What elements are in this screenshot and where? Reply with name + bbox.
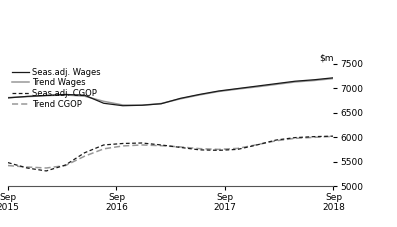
Seas.adj. CGOP [312,135,317,138]
Seas.adj. CGOP [197,148,202,151]
Trend CGOP [63,164,68,167]
Seas.adj. CGOP [235,148,240,151]
Trend CGOP [293,137,298,140]
Seas.adj. Wages [6,96,10,99]
Line: Trend Wages: Trend Wages [8,79,333,105]
Trend CGOP [178,146,183,148]
Seas.adj. Wages [63,93,68,96]
Trend CGOP [216,148,221,151]
Trend Wages [6,96,10,99]
Seas.adj. CGOP [331,135,336,138]
Text: $m: $m [319,53,333,62]
Line: Trend CGOP: Trend CGOP [8,136,333,168]
Seas.adj. CGOP [293,136,298,139]
Seas.adj. Wages [82,94,87,96]
Seas.adj. CGOP [82,151,87,154]
Seas.adj. CGOP [25,167,29,169]
Trend Wages [331,77,336,80]
Trend CGOP [6,164,10,167]
Seas.adj. Wages [44,94,48,97]
Trend Wages [254,86,259,88]
Line: Seas.adj. Wages: Seas.adj. Wages [8,78,333,106]
Trend CGOP [235,147,240,150]
Trend Wages [216,90,221,93]
Trend Wages [293,81,298,83]
Trend Wages [25,95,29,98]
Trend Wages [312,79,317,82]
Seas.adj. Wages [101,102,106,105]
Seas.adj. Wages [159,102,164,105]
Trend CGOP [331,135,336,138]
Seas.adj. CGOP [63,164,68,166]
Seas.adj. Wages [254,85,259,87]
Seas.adj. Wages [331,76,336,79]
Trend Wages [274,83,278,86]
Trend Wages [101,100,106,103]
Seas.adj. Wages [140,104,145,107]
Trend CGOP [197,147,202,150]
Seas.adj. Wages [120,104,125,107]
Seas.adj. CGOP [44,170,48,172]
Trend Wages [140,104,145,107]
Trend Wages [197,94,202,96]
Trend CGOP [159,144,164,147]
Trend CGOP [101,148,106,150]
Seas.adj. Wages [293,80,298,83]
Seas.adj. Wages [235,87,240,90]
Seas.adj. CGOP [216,149,221,152]
Legend: Seas.adj. Wages, Trend Wages, Seas.adj. CGOP, Trend CGOP: Seas.adj. Wages, Trend Wages, Seas.adj. … [12,68,101,109]
Trend CGOP [274,139,278,142]
Trend Wages [178,98,183,100]
Seas.adj. Wages [312,78,317,81]
Seas.adj. Wages [274,82,278,85]
Seas.adj. Wages [216,90,221,92]
Trend CGOP [312,136,317,139]
Trend CGOP [140,144,145,146]
Seas.adj. CGOP [178,146,183,149]
Seas.adj. CGOP [254,144,259,146]
Seas.adj. CGOP [101,144,106,146]
Seas.adj. Wages [197,93,202,96]
Seas.adj. CGOP [274,139,278,141]
Trend CGOP [25,166,29,168]
Seas.adj. Wages [25,95,29,98]
Trend Wages [63,94,68,96]
Trend Wages [235,88,240,90]
Seas.adj. CGOP [120,142,125,145]
Trend Wages [44,94,48,97]
Seas.adj. CGOP [140,142,145,144]
Trend Wages [120,104,125,106]
Trend Wages [159,102,164,105]
Line: Seas.adj. CGOP: Seas.adj. CGOP [8,136,333,171]
Trend CGOP [120,145,125,147]
Trend CGOP [82,155,87,158]
Seas.adj. CGOP [6,161,10,164]
Trend Wages [82,95,87,98]
Seas.adj. CGOP [159,144,164,146]
Seas.adj. Wages [178,97,183,100]
Trend CGOP [44,167,48,169]
Trend CGOP [254,143,259,146]
